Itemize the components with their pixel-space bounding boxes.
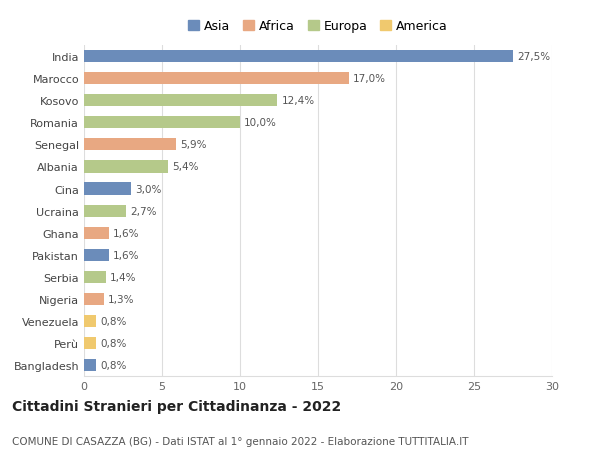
Text: 12,4%: 12,4% xyxy=(281,96,314,106)
Text: 0,8%: 0,8% xyxy=(100,360,127,370)
Bar xyxy=(84,51,513,63)
Text: 5,4%: 5,4% xyxy=(172,162,199,172)
Text: 10,0%: 10,0% xyxy=(244,118,277,128)
Bar xyxy=(84,249,109,261)
Bar xyxy=(84,73,349,85)
Text: 0,8%: 0,8% xyxy=(100,316,127,326)
Bar xyxy=(84,227,109,239)
Text: 27,5%: 27,5% xyxy=(517,52,550,62)
Bar xyxy=(84,205,126,217)
Bar xyxy=(84,293,104,305)
Bar xyxy=(84,337,97,349)
Text: 1,3%: 1,3% xyxy=(108,294,134,304)
Text: COMUNE DI CASAZZA (BG) - Dati ISTAT al 1° gennaio 2022 - Elaborazione TUTTITALIA: COMUNE DI CASAZZA (BG) - Dati ISTAT al 1… xyxy=(12,436,469,446)
Bar xyxy=(84,359,97,371)
Text: Cittadini Stranieri per Cittadinanza - 2022: Cittadini Stranieri per Cittadinanza - 2… xyxy=(12,399,341,413)
Text: 1,4%: 1,4% xyxy=(110,272,136,282)
Text: 3,0%: 3,0% xyxy=(135,184,161,194)
Text: 5,9%: 5,9% xyxy=(180,140,206,150)
Text: 0,8%: 0,8% xyxy=(100,338,127,348)
Text: 2,7%: 2,7% xyxy=(130,206,157,216)
Bar xyxy=(84,117,240,129)
Bar xyxy=(84,95,277,107)
Bar xyxy=(84,161,168,173)
Text: 1,6%: 1,6% xyxy=(113,250,139,260)
Bar xyxy=(84,139,176,151)
Bar xyxy=(84,315,97,327)
Bar xyxy=(84,183,131,195)
Bar xyxy=(84,271,106,283)
Text: 17,0%: 17,0% xyxy=(353,74,386,84)
Text: 1,6%: 1,6% xyxy=(113,228,139,238)
Legend: Asia, Africa, Europa, America: Asia, Africa, Europa, America xyxy=(188,20,448,33)
